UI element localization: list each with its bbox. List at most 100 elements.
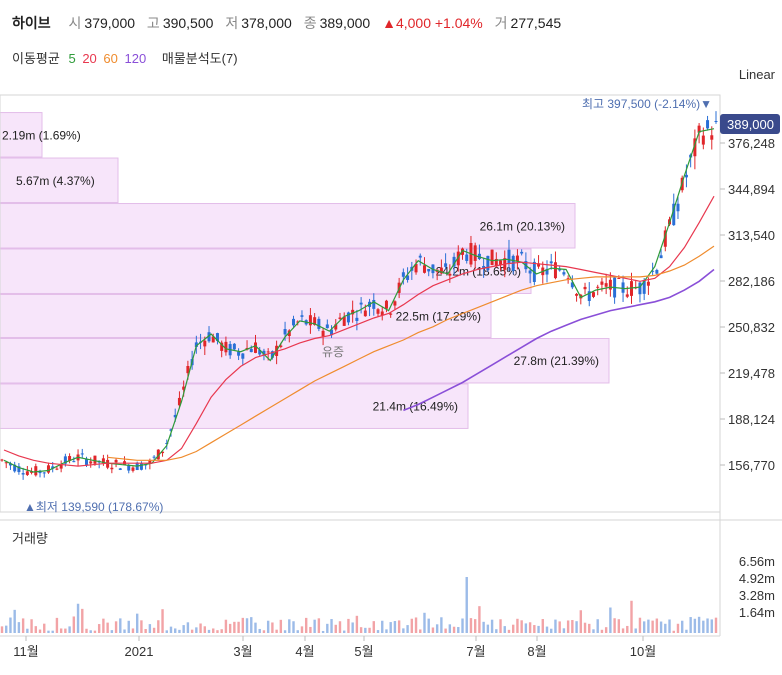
candle-body [292,318,296,326]
volume-label: 거 [494,15,508,31]
candle-body [152,456,156,458]
volume-bar [38,629,42,633]
volume-bar [457,627,460,633]
volume-bar [473,619,477,633]
candle-body [646,281,650,286]
x-tick-label: 10월 [630,644,656,659]
volume-bar [613,618,616,633]
candle-body [4,462,8,464]
volume-bar [672,630,675,633]
volume-bar [465,577,468,633]
volume-bar [393,621,397,633]
candle-body [490,249,494,265]
volume-bar [178,629,181,633]
volume-bar [250,617,253,633]
scale-mode-label[interactable]: Linear [739,67,776,82]
volume-bar [119,618,122,633]
volume-bar [714,617,718,633]
change-value: ▲4,000 [382,15,431,31]
volume-bar [220,629,223,633]
volume-bar [309,626,312,633]
volume-bar [423,612,426,633]
volume-bar [245,618,249,633]
volume-bar [435,624,439,633]
candle-body [89,461,93,464]
volume-bar [368,627,371,633]
volume-bar [144,629,147,633]
volume-profile-label: 21.4m (16.49%) [373,400,458,414]
volume-bar [495,629,498,633]
candle-body [537,263,541,267]
candle-body [570,282,574,288]
candle-body [186,365,190,374]
y-tick-label: 219,478 [728,366,775,381]
high-label: 고 [146,15,160,31]
candle-body [308,315,312,326]
ma-20[interactable]: 20 [82,51,97,66]
volume-bar [410,618,414,633]
volume-bar [237,621,240,633]
candle-body [562,272,566,275]
candle-body [51,466,55,469]
candle-body [494,258,498,267]
y-tick-label: 344,894 [728,182,775,197]
y-tick-label: 188,124 [728,412,775,427]
candle-body [701,135,705,145]
candle-body [321,330,325,337]
candle-body [714,120,718,122]
candle-body [127,465,131,471]
candle-body [114,459,118,463]
volume-bar [638,617,642,633]
indicator-bar: 이동평균 5 20 60 120 매물분석도(7) [12,48,243,67]
candle-body [253,342,257,353]
volume-bar [93,630,97,633]
volume-bar [550,628,553,633]
candle-body [461,248,465,255]
ma-120[interactable]: 120 [124,51,147,66]
x-tick-label: 4월 [295,644,314,659]
candle-body [672,203,676,226]
candle-body [317,318,321,329]
volume-bar [17,622,21,633]
volume-bar [702,620,705,633]
volume-bar [300,626,304,633]
volume-bar [604,627,608,633]
candle-body [359,302,363,305]
candle-body [34,466,38,476]
volume-profile-bar [0,337,610,384]
volume-bar [706,618,709,633]
volume-bar [634,628,637,633]
ma-5[interactable]: 5 [68,51,76,66]
candle-body [384,300,388,309]
candle-body [313,317,317,325]
candle-body [17,466,21,473]
candle-body [422,265,426,273]
ma-60[interactable]: 60 [103,51,118,66]
volume-bar [512,624,515,633]
volume-bar [330,619,333,633]
y-tick-label: 156,770 [728,458,775,473]
candle-body [25,471,29,475]
volume-bar [131,628,135,633]
candle-body [520,251,524,254]
ma-line-60 [107,245,715,461]
y-tick-label: 313,540 [728,228,775,243]
volume-bar [626,625,629,633]
candle-body [258,349,262,355]
candle-body [663,230,667,247]
volume-bar [566,620,570,633]
candle-body [203,340,207,347]
volume-bar [588,623,591,633]
volume-bar [710,619,713,633]
candle-body [211,336,215,343]
candle-body [72,461,76,463]
current-price-tag-bg [720,114,780,134]
close-label: 종 [303,15,317,31]
volume-profile-bar [0,383,469,429]
moving-average-label[interactable]: 이동평균 [12,51,60,66]
candle-body [182,386,186,390]
volume-bar [127,620,130,633]
volume-bar [59,628,63,633]
volume-profile-label[interactable]: 매물분석도(7) [161,51,238,66]
